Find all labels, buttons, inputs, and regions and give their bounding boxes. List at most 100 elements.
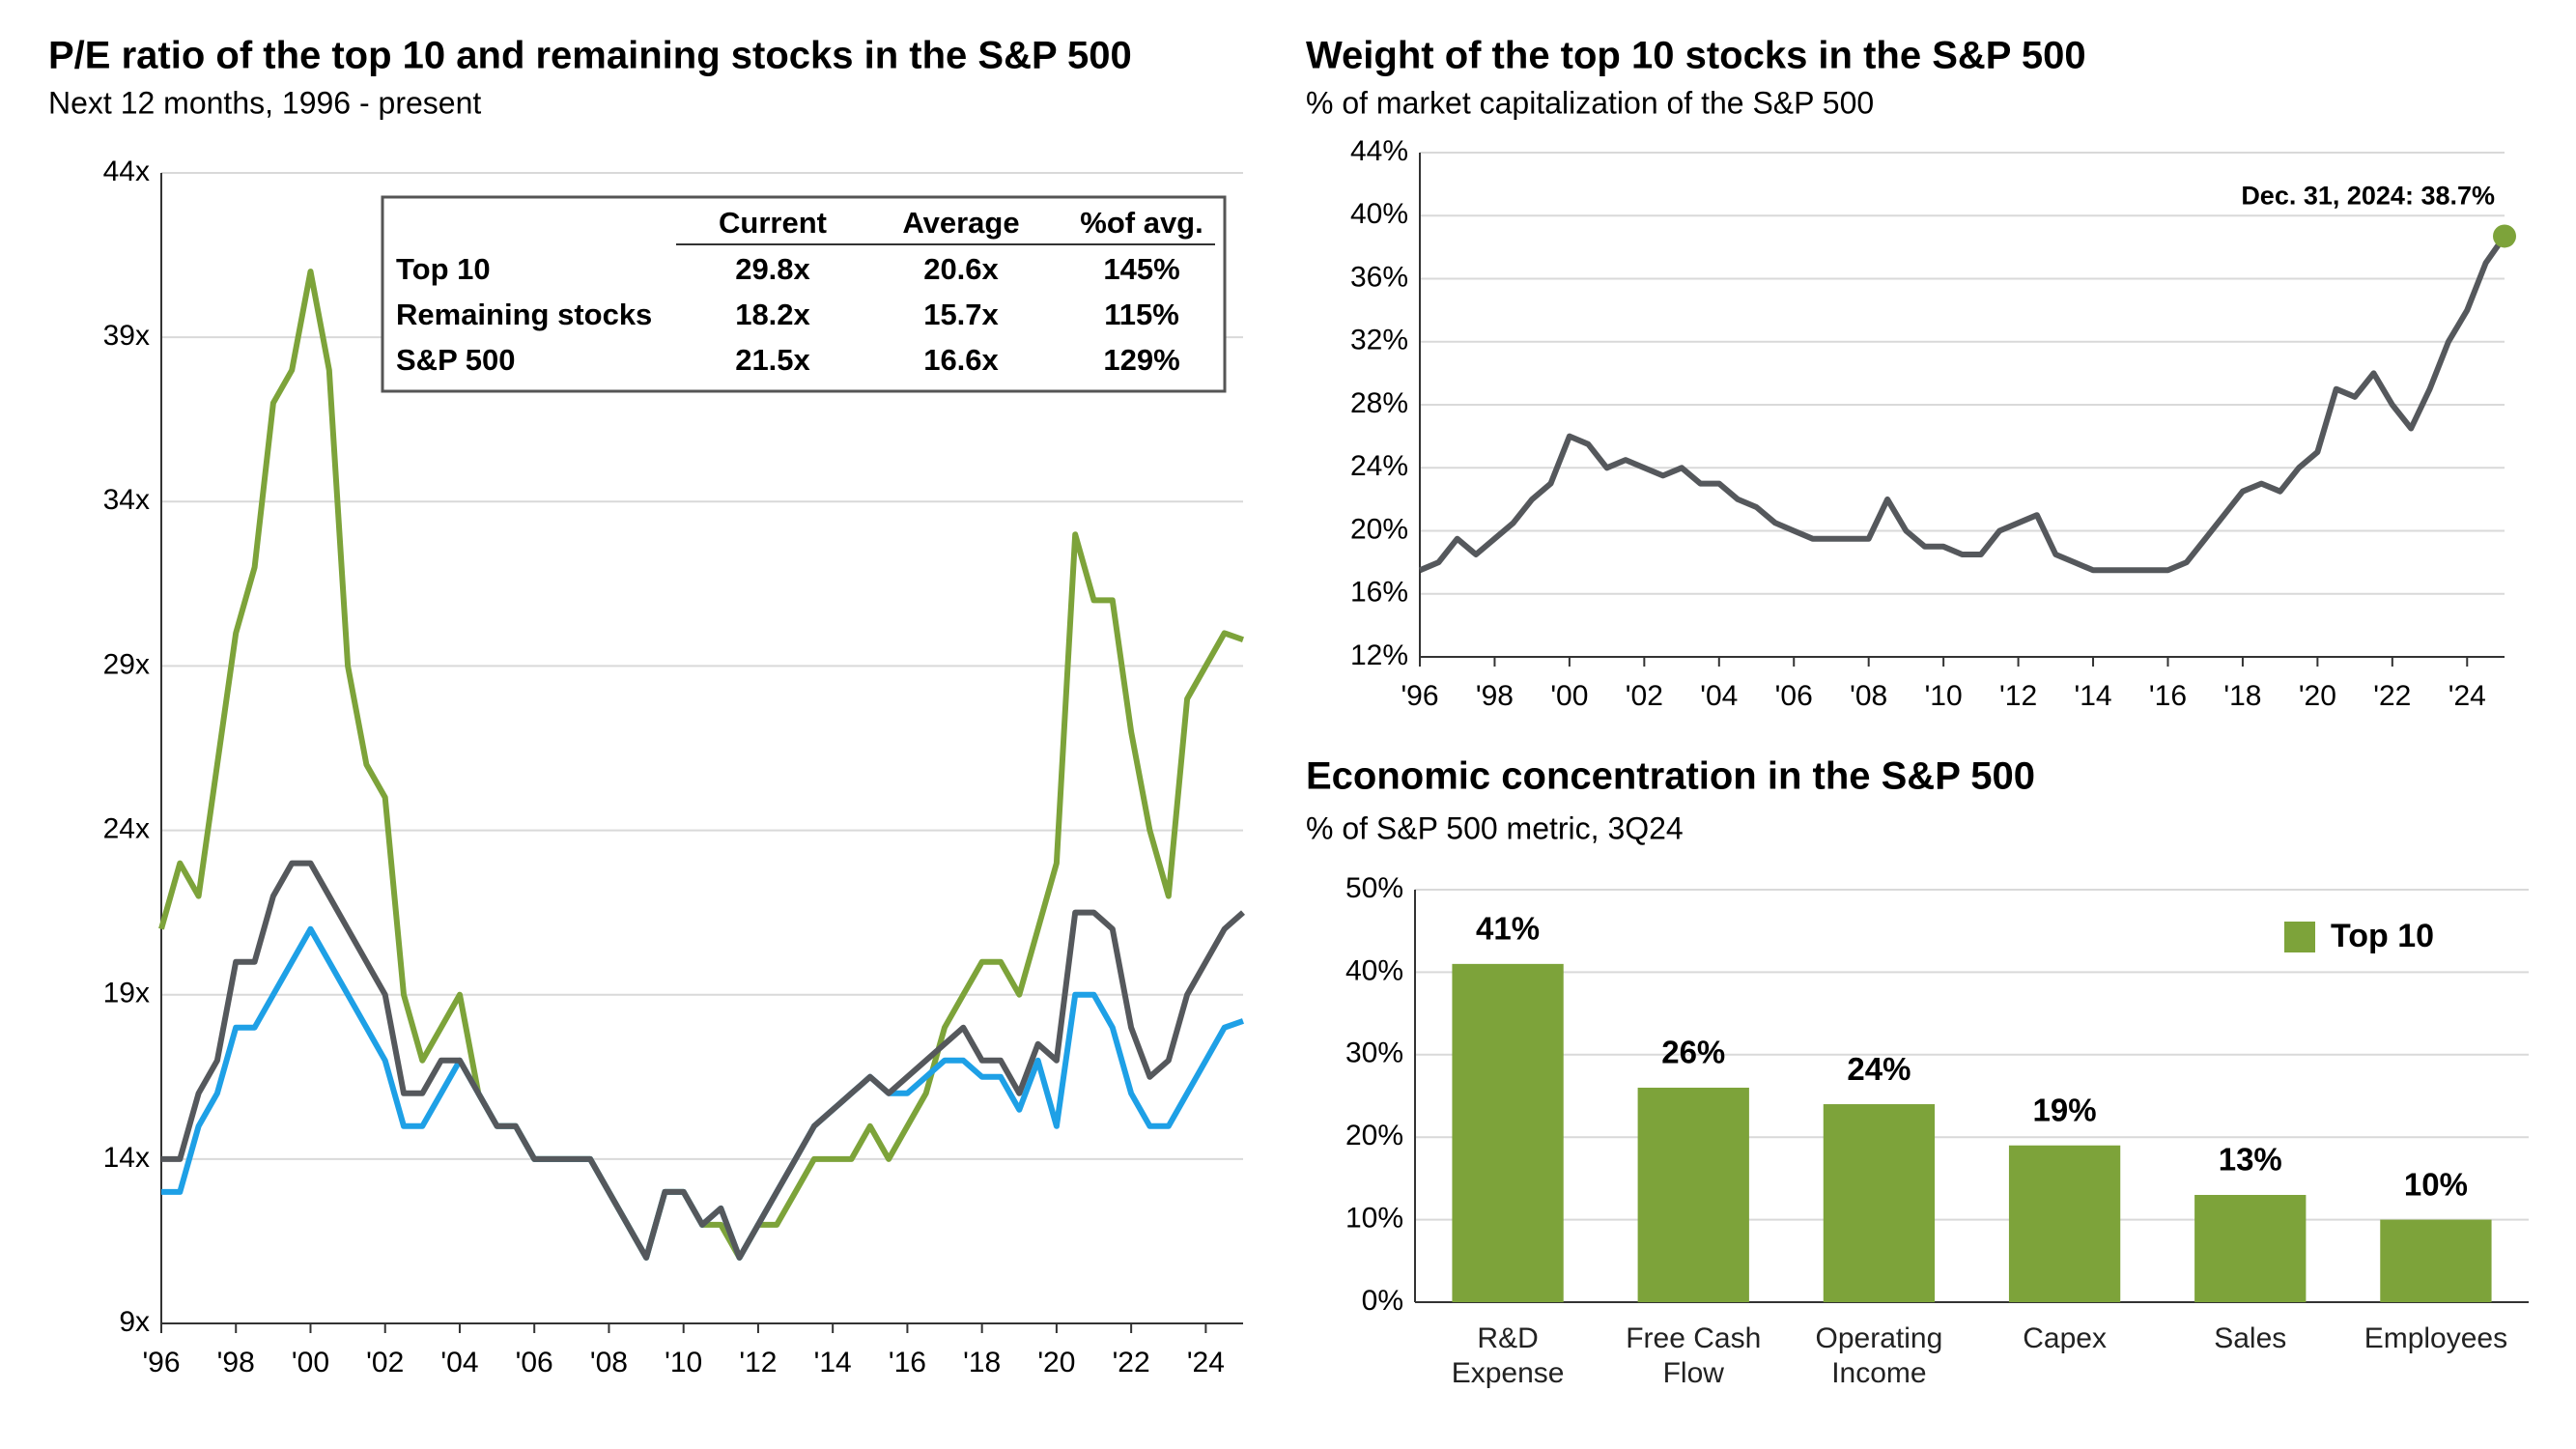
x-tick-label: Employees [2364, 1322, 2508, 1354]
chart-title: P/E ratio of the top 10 and remaining st… [48, 35, 1132, 77]
bar [2194, 1194, 2307, 1302]
x-tick-label: '20 [1037, 1347, 1075, 1378]
bar [1637, 1087, 1749, 1302]
table-cell: 29.8x [735, 252, 810, 286]
x-tick-label: '20 [2299, 680, 2336, 712]
table-header: Average [902, 206, 1019, 240]
x-tick-label: '16 [2149, 680, 2187, 712]
table-cell: 18.2x [735, 298, 810, 331]
y-tick-label: 24% [1350, 450, 1408, 482]
table-cell: 145% [1103, 252, 1179, 286]
bar [1823, 1104, 1936, 1302]
x-tick-label: Sales [2214, 1322, 2287, 1354]
chart-subtitle: % of market capitalization of the S&P 50… [1306, 85, 1874, 120]
x-tick-label: '18 [2223, 680, 2261, 712]
y-tick-label: 36% [1350, 261, 1408, 293]
chart-subtitle: % of S&P 500 metric, 3Q24 [1306, 810, 1684, 845]
y-tick-label: 40% [1345, 954, 1403, 986]
x-tick-label: '08 [1850, 680, 1887, 712]
x-tick-label: '96 [142, 1347, 180, 1378]
x-tick-label: '12 [739, 1347, 777, 1378]
table-cell: 129% [1103, 343, 1179, 377]
table-header: Current [719, 206, 827, 240]
x-tick-label: '14 [814, 1347, 852, 1378]
x-tick-label: '02 [1626, 680, 1663, 712]
y-tick-label: 12% [1350, 639, 1408, 671]
x-tick-label: Capex [2023, 1322, 2107, 1354]
y-tick-label: 44% [1350, 135, 1408, 167]
value-label: 19% [2033, 1092, 2097, 1127]
y-tick-label: 34x [103, 484, 150, 516]
x-tick-label: '14 [2074, 680, 2111, 712]
x-tick-label: '08 [590, 1347, 628, 1378]
x-tick-label: '00 [292, 1347, 329, 1378]
y-tick-label: 39x [103, 320, 150, 352]
annotation: Dec. 31, 2024: 38.7% [2241, 182, 2495, 211]
table-row-label: Remaining stocks [396, 298, 652, 331]
y-tick-label: 19x [103, 978, 150, 1009]
x-tick-label: '22 [1113, 1347, 1150, 1378]
x-tick-label: '98 [217, 1347, 255, 1378]
table-cell: 21.5x [735, 343, 810, 377]
table-cell: 20.6x [923, 252, 999, 286]
y-tick-label: 14x [103, 1142, 150, 1174]
y-tick-label: 28% [1350, 387, 1408, 419]
y-tick-label: 9x [119, 1306, 150, 1338]
y-tick-label: 32% [1350, 325, 1408, 356]
x-tick-label: '18 [963, 1347, 1001, 1378]
legend-label: Top 10 [2331, 918, 2434, 954]
y-tick-label: 44x [103, 156, 150, 187]
x-tick-label: '10 [1925, 680, 1963, 712]
x-tick-label: R&D Expense [1451, 1322, 1565, 1389]
x-tick-label: '98 [1476, 680, 1514, 712]
table-row-label: Top 10 [396, 252, 491, 286]
y-tick-label: 20% [1350, 513, 1408, 545]
table-header: %of avg. [1080, 206, 1203, 240]
chart-subtitle: Next 12 months, 1996 - present [48, 85, 481, 120]
value-label: 10% [2404, 1166, 2468, 1202]
value-label: 41% [1476, 911, 1540, 947]
y-tick-label: 24x [103, 812, 150, 844]
x-tick-label: '04 [1700, 680, 1738, 712]
y-tick-label: 50% [1345, 872, 1403, 904]
line-series [1418, 234, 2507, 574]
legend-swatch [2284, 922, 2315, 952]
y-tick-label: 40% [1350, 198, 1408, 230]
x-tick-label: '12 [1999, 680, 2037, 712]
table-cell: 16.6x [923, 343, 999, 377]
stats-table-box [381, 195, 1227, 393]
chart-title: Weight of the top 10 stocks in the S&P 5… [1306, 35, 2086, 77]
table-row-label: S&P 500 [396, 343, 516, 377]
value-label: 24% [1847, 1051, 1911, 1087]
y-tick-label: 29x [103, 648, 150, 680]
table-cell: 115% [1104, 298, 1179, 331]
bar [1452, 963, 1564, 1302]
x-tick-label: Free Cash Flow [1626, 1322, 1762, 1389]
y-tick-label: 30% [1345, 1037, 1403, 1069]
x-tick-label: '24 [2449, 680, 2486, 712]
x-tick-label: '06 [516, 1347, 553, 1378]
line-series [158, 269, 1244, 1261]
value-label: 13% [2219, 1142, 2282, 1178]
line-series [161, 860, 1245, 1261]
table-cell: 15.7x [923, 298, 999, 331]
x-tick-label: '00 [1550, 680, 1588, 712]
bar [2380, 1219, 2492, 1302]
x-tick-label: '06 [1775, 680, 1813, 712]
x-tick-label: '04 [440, 1347, 478, 1378]
x-tick-label: '10 [665, 1347, 702, 1378]
x-tick-label: '02 [366, 1347, 404, 1378]
end-point [2493, 224, 2516, 248]
bar [2008, 1145, 2121, 1302]
x-tick-label: '22 [2373, 680, 2411, 712]
chart-title: Economic concentration in the S&P 500 [1306, 755, 2035, 798]
x-tick-label: Operating Income [1815, 1322, 1943, 1389]
line-series [161, 925, 1244, 1261]
y-tick-label: 16% [1350, 577, 1408, 609]
value-label: 26% [1661, 1035, 1725, 1070]
x-tick-label: '16 [889, 1347, 926, 1378]
y-tick-label: 20% [1345, 1120, 1403, 1151]
x-tick-label: '24 [1187, 1347, 1225, 1378]
